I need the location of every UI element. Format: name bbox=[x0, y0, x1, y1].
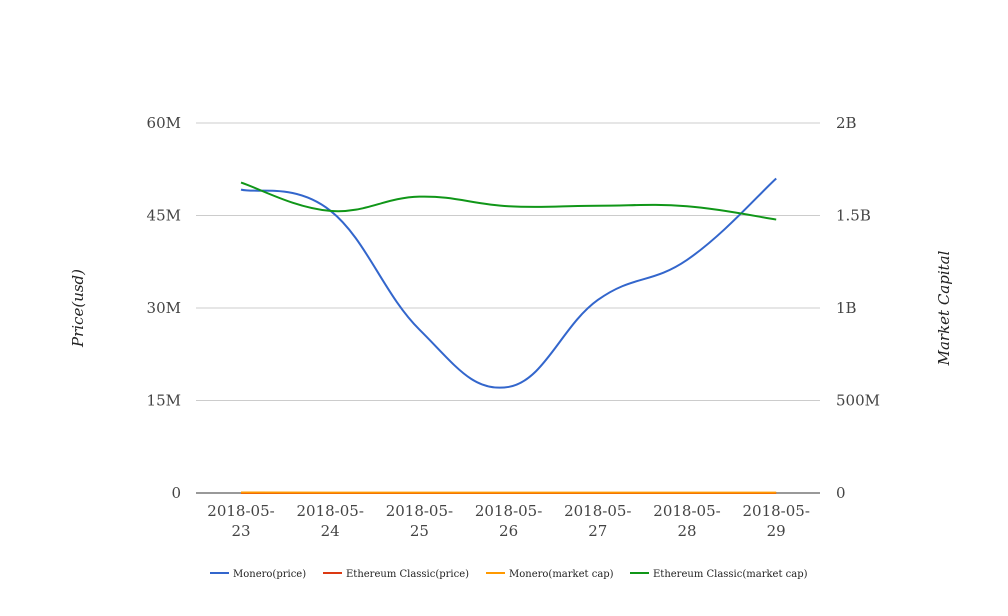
x-tick-label: 2018-05-29 bbox=[742, 502, 809, 540]
left-axis-ticks: 0 15M 30M 45M 60M bbox=[147, 114, 181, 502]
series-line-ethereum-classic-market-cap bbox=[240, 181, 777, 221]
legend: Monero(price) Ethereum Classic(price) Mone… bbox=[210, 569, 808, 580]
x-tick-label: 2018-05-27 bbox=[564, 502, 631, 540]
left-axis-title: Price(usd) bbox=[69, 269, 87, 348]
series-lines bbox=[240, 177, 777, 495]
right-tick-label: 1.5B bbox=[836, 207, 871, 225]
left-tick-label: 45M bbox=[147, 207, 181, 225]
right-tick-label: 2B bbox=[836, 114, 857, 132]
x-tick-label: 2018-05-23 bbox=[207, 502, 274, 540]
right-tick-label: 0 bbox=[836, 484, 846, 502]
legend-label-monero-market-cap: Monero(market cap) bbox=[509, 569, 614, 580]
x-tick-label: 2018-05-25 bbox=[386, 502, 453, 540]
left-tick-label: 0 bbox=[171, 484, 181, 502]
left-tick-label: 60M bbox=[147, 114, 181, 132]
right-tick-label: 1B bbox=[836, 299, 857, 317]
x-tick-label: 2018-05-24 bbox=[296, 502, 363, 540]
legend-label-ethereum-classic-market-cap: Ethereum Classic(market cap) bbox=[653, 569, 808, 580]
left-tick-label: 30M bbox=[147, 299, 181, 317]
right-axis-title: Market Capital bbox=[935, 250, 953, 366]
right-tick-label: 500M bbox=[836, 392, 880, 410]
right-axis-ticks: 0 500M 1B 1.5B 2B bbox=[836, 114, 880, 502]
legend-label-monero-price: Monero(price) bbox=[233, 569, 306, 580]
grid-lines bbox=[196, 122, 820, 401]
x-tick-label: 2018-05-28 bbox=[653, 502, 720, 540]
x-axis-ticks: 2018-05-23 2018-05-24 2018-05-25 2018-05-26… bbox=[207, 502, 810, 540]
left-tick-label: 15M bbox=[147, 392, 181, 410]
legend-label-ethereum-classic-price: Ethereum Classic(price) bbox=[346, 569, 469, 580]
x-tick-label: 2018-05-26 bbox=[475, 502, 542, 540]
